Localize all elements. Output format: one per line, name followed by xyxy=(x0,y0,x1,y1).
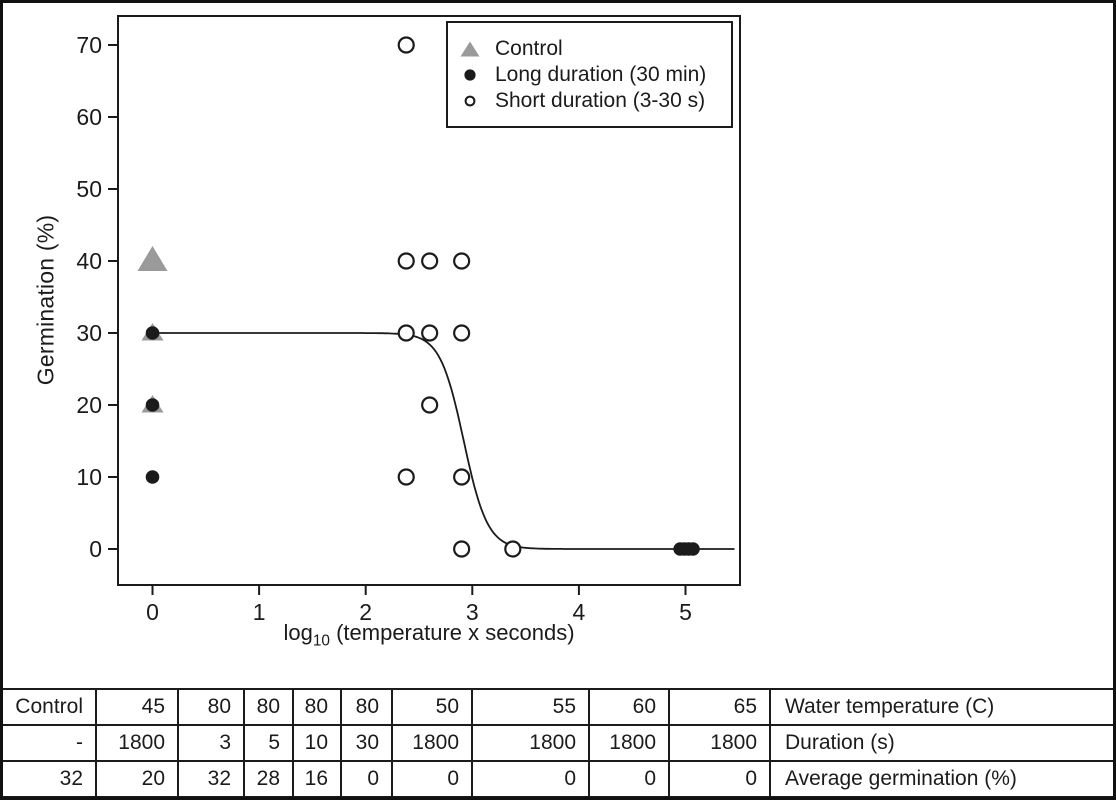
table-cell: 5 xyxy=(243,724,294,762)
table-row-label: Average germination (%) xyxy=(769,760,1116,798)
table-row-label: Water temperature (C) xyxy=(769,688,1116,726)
svg-text:70: 70 xyxy=(76,32,102,58)
table-cell: 0 xyxy=(471,760,590,798)
svg-text:20: 20 xyxy=(76,392,102,418)
svg-text:50: 50 xyxy=(76,176,102,202)
table-cell: 20 xyxy=(95,760,179,798)
table-cell: - xyxy=(0,724,97,762)
x-axis-label-rest: (temperature x seconds) xyxy=(329,620,575,645)
table-cell: 10 xyxy=(292,724,342,762)
table-cell: Control xyxy=(0,688,97,726)
table-cell: 0 xyxy=(340,760,393,798)
svg-text:10: 10 xyxy=(76,464,102,490)
table-cell: 16 xyxy=(292,760,342,798)
svg-text:40: 40 xyxy=(76,248,102,274)
x-axis-label-subscript: 10 xyxy=(312,632,330,650)
x-axis-label: log10 (temperature x seconds) xyxy=(118,620,740,650)
table-row-average-germination: 32 20 32 28 16 0 0 0 0 0 Average germina… xyxy=(0,760,1116,798)
table-row-water-temperature: Control 45 80 80 80 80 50 55 60 65 Water… xyxy=(0,688,1116,726)
table-row-duration: - 1800 3 5 10 30 1800 1800 1800 1800 Dur… xyxy=(0,724,1116,762)
x-axis-label-log: log xyxy=(283,620,313,645)
table-cell: 60 xyxy=(588,688,670,726)
svg-text:5: 5 xyxy=(679,599,692,625)
table-cell: 1800 xyxy=(391,724,473,762)
legend-label-short-duration: Short duration (3-30 s) xyxy=(495,89,706,112)
svg-text:3: 3 xyxy=(466,599,479,625)
table-cell: 65 xyxy=(668,688,771,726)
open-circle-icon xyxy=(458,94,482,108)
treatment-table: Control 45 80 80 80 80 50 55 60 65 Water… xyxy=(0,688,1116,798)
svg-text:0: 0 xyxy=(89,536,102,562)
table-cell: 80 xyxy=(243,688,294,726)
table-cell: 1800 xyxy=(668,724,771,762)
svg-text:30: 30 xyxy=(76,320,102,346)
legend-item-control: Control xyxy=(458,38,721,59)
table-cell: 0 xyxy=(391,760,473,798)
table-cell: 1800 xyxy=(588,724,670,762)
legend-item-short-duration: Short duration (3-30 s) xyxy=(458,90,721,111)
y-axis-label: Germination (%) xyxy=(32,214,59,386)
svg-text:0: 0 xyxy=(146,599,159,625)
triangle-icon xyxy=(458,40,482,58)
svg-text:1: 1 xyxy=(253,599,266,625)
table-cell: 32 xyxy=(0,760,97,798)
table-cell: 55 xyxy=(471,688,590,726)
legend: Control Long duration (30 min) Short dur… xyxy=(446,21,733,128)
table-cell: 30 xyxy=(340,724,393,762)
table-cell: 0 xyxy=(588,760,670,798)
table-cell: 80 xyxy=(292,688,342,726)
legend-item-long-duration: Long duration (30 min) xyxy=(458,64,721,85)
table-cell: 28 xyxy=(243,760,294,798)
table-cell: 50 xyxy=(391,688,473,726)
table-cell: 1800 xyxy=(471,724,590,762)
table-cell: 1800 xyxy=(95,724,179,762)
table-cell: 0 xyxy=(668,760,771,798)
table-cell: 45 xyxy=(95,688,179,726)
table-cell: 80 xyxy=(340,688,393,726)
svg-text:4: 4 xyxy=(573,599,586,625)
filled-circle-icon xyxy=(458,68,482,82)
table-cell: 32 xyxy=(177,760,245,798)
svg-text:2: 2 xyxy=(359,599,372,625)
table-cell: 80 xyxy=(177,688,245,726)
svg-text:60: 60 xyxy=(76,104,102,130)
legend-label-control: Control xyxy=(495,37,563,60)
table-cell: 3 xyxy=(177,724,245,762)
legend-label-long-duration: Long duration (30 min) xyxy=(495,63,707,86)
table-row-label: Duration (s) xyxy=(769,724,1116,762)
